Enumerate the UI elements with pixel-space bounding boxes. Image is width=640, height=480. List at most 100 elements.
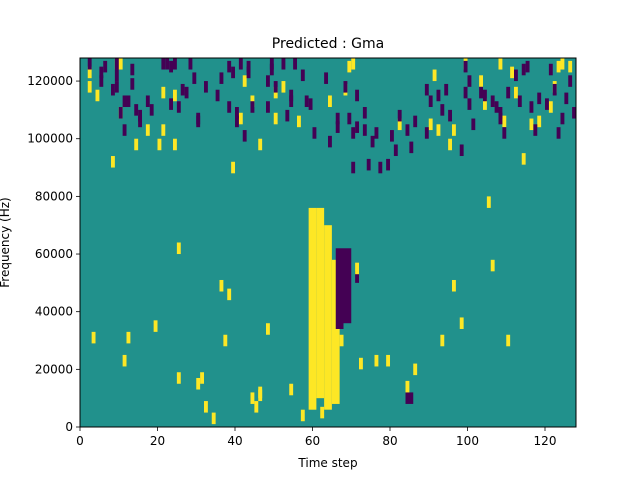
heatmap-cell-high [204,401,208,413]
heatmap-cell-high [339,334,344,347]
heatmap-cell-high [297,115,301,128]
heatmap-cell-low [266,101,270,113]
heatmap-cell-high [440,334,445,347]
heatmap-cell-high [111,156,115,168]
heatmap-cell-low [114,58,119,70]
heatmap-cell-high [537,115,542,128]
heatmap-cell-low [413,115,418,128]
y-tick-label: 40000 [35,305,73,319]
heatmap-cell-high [436,124,441,136]
heatmap-cell-low [308,98,313,110]
heatmap-cell-high [258,389,263,402]
heatmap-cell-high [118,58,123,70]
y-axis: 0 20000 40000 60000 80000 100000 120000 [27,74,80,434]
heatmap-cell-low [196,115,201,128]
heatmap-cell-high [134,138,139,151]
heatmap-cell-low [114,69,119,82]
heatmap-cell-low [545,98,549,110]
heatmap-cell-low [111,83,115,96]
heatmap-cell-low [362,107,367,119]
plot-frame [79,57,577,428]
heatmap-cell-low [180,83,185,96]
heatmap-cell-low [355,121,360,133]
heatmap-cell-low [246,66,251,79]
heatmap-cell-low [328,135,332,148]
heatmap-cell-low [533,124,538,136]
heatmap-cell-low [118,107,123,119]
heatmap-cell-high [161,86,166,99]
heatmap-cell-high [254,401,259,413]
heatmap-cell-low [405,124,410,136]
heatmap-cell-low [149,104,154,116]
heatmap-cell-low [126,95,131,108]
heatmap-cell-low [246,60,251,73]
heatmap-cell-low [444,83,449,96]
heatmap-cell-low [312,127,317,139]
heatmap-cell-low [556,127,561,139]
y-tick-label: 100000 [27,132,73,146]
heatmap-cell-low [250,101,255,113]
heatmap-cell-low [564,92,569,105]
heatmap-cell-low [99,66,104,79]
heatmap-cell-high [227,288,232,301]
heatmap-cell-high [211,412,216,425]
heatmap-cell-low [281,58,286,70]
heatmap-cell-low [467,98,472,110]
heatmap-cell-low [560,112,565,125]
heatmap-cell-low [537,92,542,105]
heatmap-cell-high [300,409,305,422]
heatmap-cell-high [281,81,286,93]
heatmap-cell-low [134,104,139,116]
heatmap-cell-low [99,75,104,87]
heatmap-cell-high [548,101,553,113]
heatmap-cell-low [517,95,522,108]
heatmap-cell-high [510,66,515,79]
heatmap-cell-low [87,58,92,70]
heatmap-cells [87,58,576,425]
heatmap-cell-low [227,60,232,73]
heatmap-cell-high [91,331,96,344]
heatmap-cell-low [490,95,495,108]
heatmap-cell-high [176,242,181,255]
y-tick-label: 60000 [35,247,73,261]
heatmap-cell-high [328,95,332,108]
heatmap-cell-high [145,124,150,136]
heatmap-cell-low [215,89,220,102]
heatmap-cell-low [386,158,391,171]
heatmap-cell-high [289,383,294,396]
heatmap-cell-high [486,196,491,208]
heatmap-cell-low [378,161,383,174]
heatmap-cell-low [138,115,143,128]
heatmap-cell-low [347,112,352,125]
x-axis-label: Time step [297,456,357,470]
heatmap-cell-low [289,89,294,102]
heatmap-cell-high [405,380,410,393]
heatmap-cell-low [494,101,499,113]
x-axis: 0 20 40 60 80 100 120 [76,427,556,448]
heatmap-cell-high [521,153,526,165]
heatmap-cell-high [153,320,158,332]
heatmap-cell-low [114,81,119,93]
heatmap-cell-low [393,144,398,157]
heatmap-cell-low [122,124,127,136]
heatmap-cell-low [184,86,189,99]
heatmap-cell-low [529,101,534,113]
heatmap-cell-low [467,75,472,87]
y-tick-label: 20000 [35,362,73,376]
x-tick-label: 80 [382,434,397,448]
heatmap-cell-low [436,89,441,102]
heatmap-cell-low [552,83,557,96]
heatmap-cell-high [529,118,534,131]
heatmap-cell-low [227,101,232,113]
heatmap-band-low [343,248,352,324]
heatmap-band-low [355,271,360,283]
heatmap-cell-low [440,104,445,116]
heatmap-cell-high [459,317,464,329]
heatmap-cell-high [413,363,418,376]
heatmap-cell-high [347,60,352,73]
heatmap-cell-low [459,144,464,157]
heatmap-cell-high [498,58,503,70]
heatmap-cell-low [289,95,294,108]
heatmap-cell-low [355,89,360,102]
heatmap-cell-high [386,354,391,367]
